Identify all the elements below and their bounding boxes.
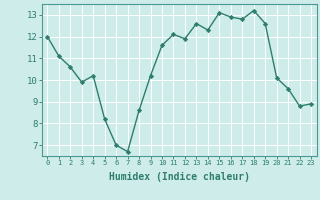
X-axis label: Humidex (Indice chaleur): Humidex (Indice chaleur) — [109, 172, 250, 182]
